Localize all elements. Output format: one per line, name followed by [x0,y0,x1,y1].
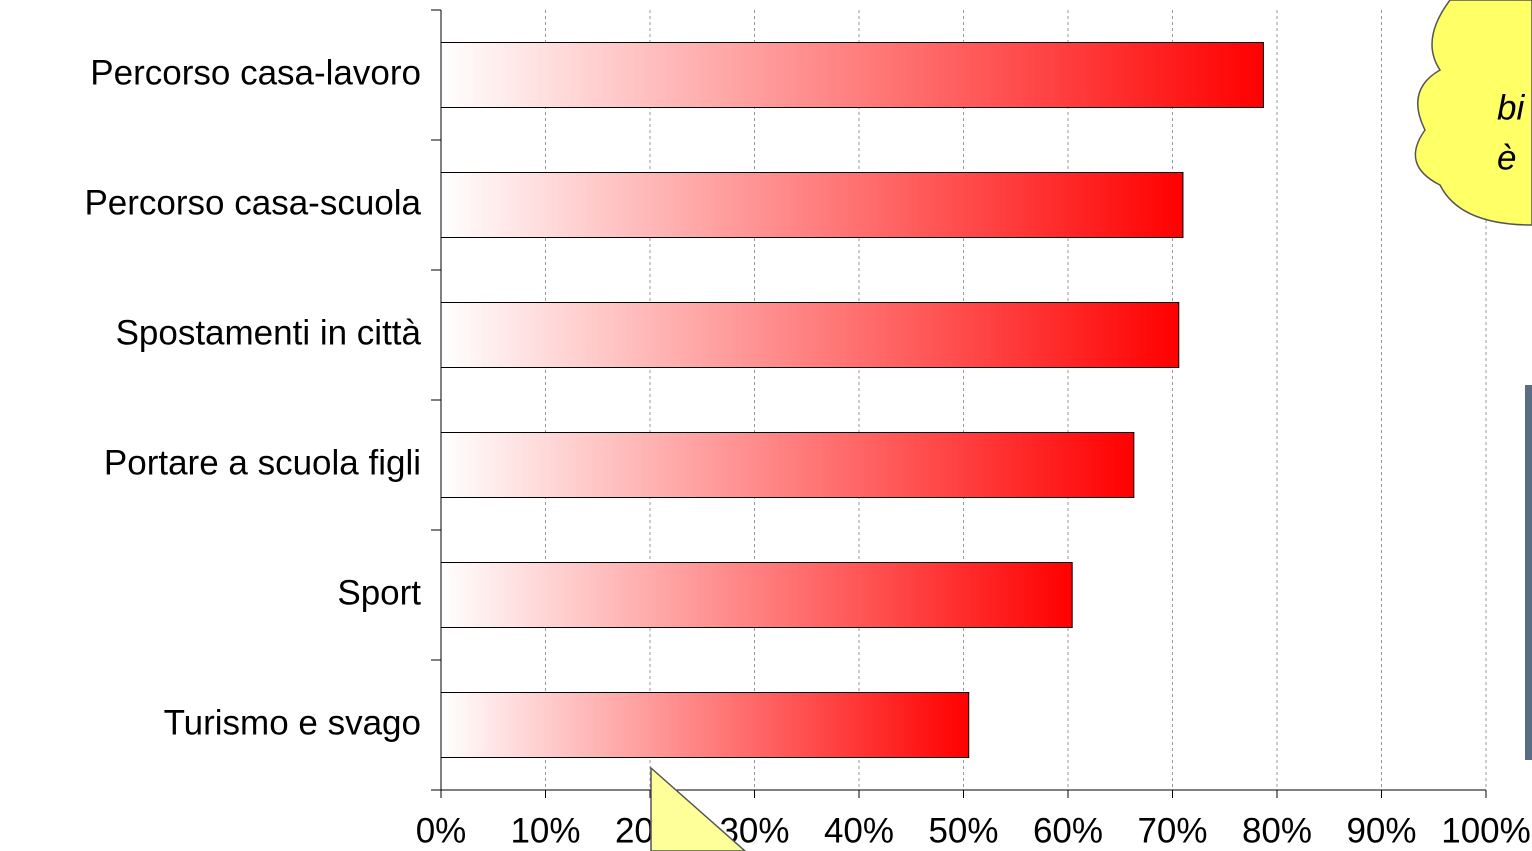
y-tick-label: Portare a scuola figli [104,443,421,482]
bar [441,173,1183,238]
y-tick-label: Sport [337,573,421,612]
y-tick-label: Percorso casa-lavoro [90,53,421,92]
x-tick-label: 50% [928,811,998,850]
x-tick-label: 70% [1137,811,1207,850]
x-tick-label: 80% [1242,811,1312,850]
bar [441,43,1263,108]
bar [441,303,1179,368]
bar [441,563,1072,628]
page: {"chart_data": {"type": "bar", "categori… [0,0,1532,851]
x-tick-label: 10% [510,811,580,850]
grid [546,10,1487,790]
bar [441,433,1134,498]
y-tick-label: Percorso casa-scuola [84,183,421,222]
y-tick-label: Spostamenti in città [116,313,422,352]
y-tick-label: Turismo e svago [164,703,421,742]
x-tick-label: 100% [1441,811,1531,850]
bars [441,43,1263,758]
x-tick-label: 0% [416,811,467,850]
x-tick-label: 60% [1033,811,1103,850]
callout-pointer [651,768,745,851]
photo [1525,385,1532,760]
annotation: è [1497,138,1516,177]
chart: 0%10%20%30%40%50%60%70%80%90%100%Percors… [0,0,1532,851]
bar [441,693,969,758]
x-tick-label: 40% [824,811,894,850]
annotation: bi [1497,88,1525,127]
x-tick-label: 90% [1346,811,1416,850]
